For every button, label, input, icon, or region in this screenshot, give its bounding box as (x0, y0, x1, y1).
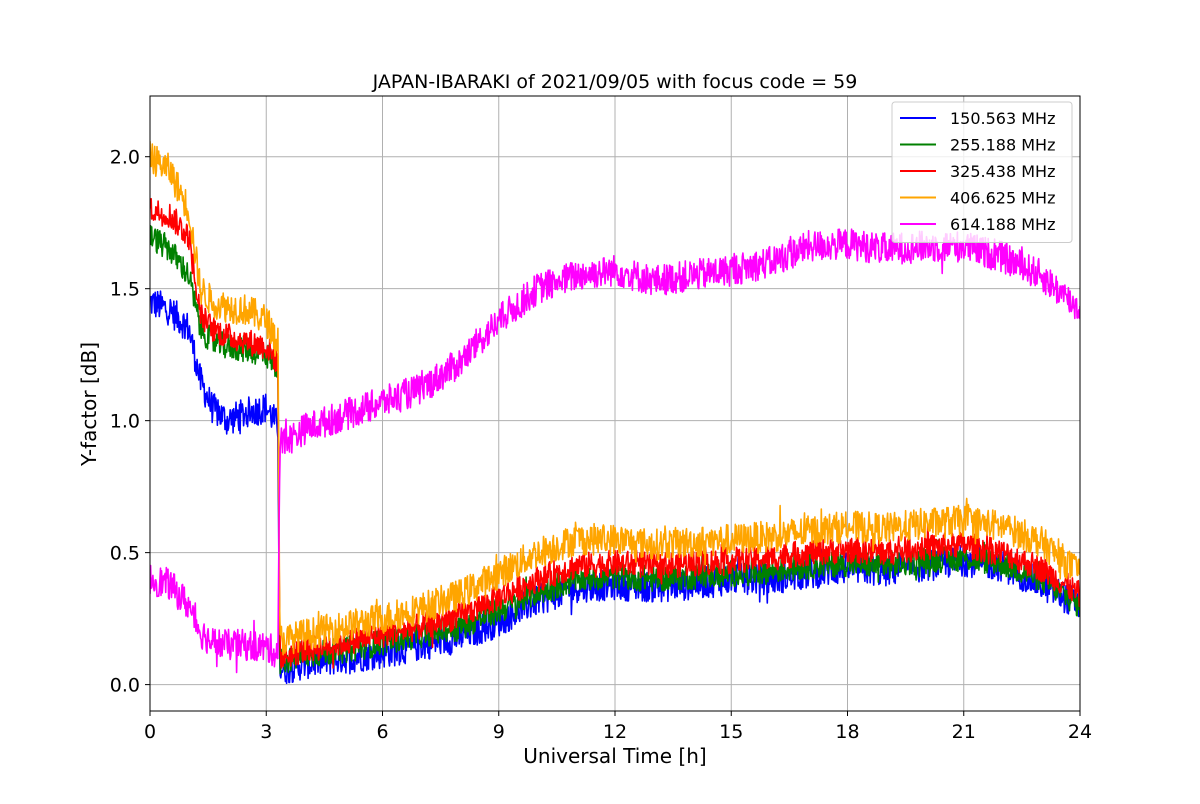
y-tick-label: 0.0 (110, 675, 140, 697)
legend-label: 614.188 MHz (950, 215, 1055, 234)
x-tick-label: 18 (835, 721, 859, 743)
series-line (150, 228, 1080, 674)
x-tick-label: 9 (493, 721, 505, 743)
legend-label: 255.188 MHz (950, 136, 1055, 155)
legend: 150.563 MHz 255.188 MHz 325.438 MHz 406.625… (891, 101, 1073, 243)
legend-label: 150.563 MHz (950, 109, 1055, 128)
x-axis-label: Universal Time [h] (523, 744, 706, 768)
series-line (150, 141, 1080, 656)
x-tick-label: 12 (603, 721, 627, 743)
x-tick-label: 6 (376, 721, 388, 743)
series-3 (150, 141, 1080, 656)
x-tick-label: 3 (260, 721, 272, 743)
x-tick-label: 0 (144, 721, 156, 743)
x-tick-label: 24 (1068, 721, 1092, 743)
legend-label: 325.438 MHz (950, 162, 1055, 181)
series-line (150, 198, 1080, 669)
series-group (150, 141, 1080, 685)
axis-ticks: 0 3 6 9 12 15 18 21 24 0.0 0.5 1.0 1.5 2.0 (110, 147, 1092, 743)
series-2 (150, 198, 1080, 669)
legend-box (891, 101, 1073, 243)
y-axis-label: Y-factor [dB] (77, 342, 101, 467)
y-tick-label: 1.5 (110, 279, 140, 301)
y-tick-label: 0.5 (110, 543, 140, 565)
chart-title: JAPAN-IBARAKI of 2021/09/05 with focus c… (372, 71, 858, 93)
y-tick-label: 2.0 (110, 147, 140, 169)
legend-label: 406.625 MHz (950, 189, 1055, 208)
series-4 (150, 228, 1080, 674)
x-tick-label: 21 (952, 721, 976, 743)
x-tick-label: 15 (719, 721, 743, 743)
y-tick-label: 1.0 (110, 411, 140, 433)
